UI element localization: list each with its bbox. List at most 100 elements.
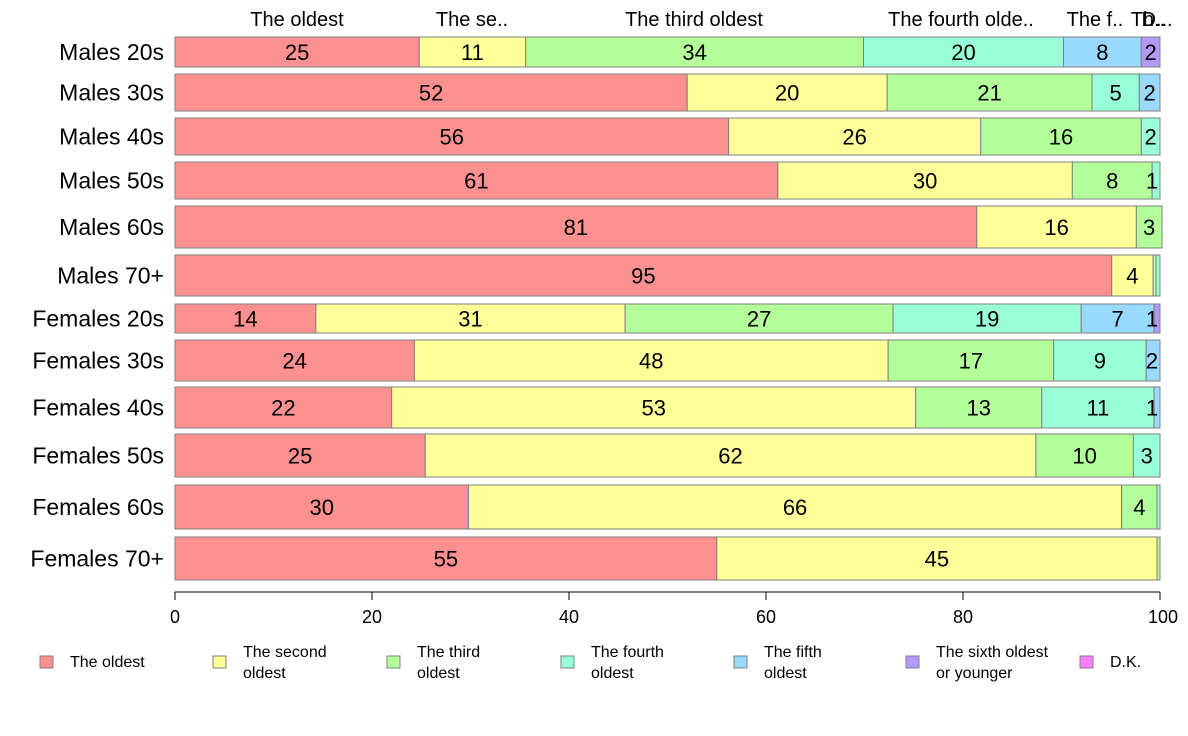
legend-swatch <box>212 655 227 669</box>
data-label: 11 <box>461 40 484 65</box>
series-header-label: Th.. <box>1131 9 1165 31</box>
data-label: 10 <box>1072 444 1096 469</box>
legend-swatch <box>39 655 54 669</box>
bar-segment <box>1138 73 1161 112</box>
bar-segment <box>424 433 1037 478</box>
series-header-label: The third oldest <box>625 9 763 31</box>
data-label: 3 <box>1143 215 1155 240</box>
data-label: 24 <box>282 349 306 374</box>
data-label: 1 <box>1146 307 1158 332</box>
data-label: 4 <box>1126 264 1138 289</box>
x-tick-label: 0 <box>170 607 180 627</box>
data-label: 7 <box>1112 307 1124 332</box>
legend-label: oldest <box>591 665 634 682</box>
bar-segment <box>1151 161 1161 200</box>
legend-swatch <box>733 655 748 669</box>
data-label: 16 <box>1049 125 1073 150</box>
bar-segment <box>980 117 1142 156</box>
bar-segment <box>1121 484 1158 530</box>
data-label: 16 <box>1044 215 1068 240</box>
bar-segment <box>1145 339 1161 382</box>
bar-segment <box>1153 303 1161 334</box>
category-labels: Males 20s Males 30s Males 40s Males 50s Male… <box>30 39 164 572</box>
legend-label: D.K. <box>1110 654 1141 671</box>
data-label: 30 <box>310 495 334 520</box>
data-label: 31 <box>458 307 482 332</box>
data-label: 81 <box>564 215 588 240</box>
bar-segment <box>887 339 1055 382</box>
category-label: Males 60s <box>59 214 164 240</box>
data-label: 2 <box>1145 125 1157 150</box>
data-label: 22 <box>271 396 295 421</box>
legend-label: The oldest <box>70 654 145 671</box>
legend-label: The third <box>417 644 480 661</box>
data-label: 95 <box>631 264 655 289</box>
bar-segment <box>174 484 470 530</box>
category-label: Males 30s <box>59 80 164 106</box>
bar-segment <box>174 536 718 581</box>
bar-segment <box>174 433 426 478</box>
legend-label: or younger <box>936 665 1013 682</box>
data-label: 17 <box>959 349 983 374</box>
category-label: Females 20s <box>32 306 164 332</box>
bar-segment <box>1140 117 1161 156</box>
category-label: Females 30s <box>32 348 164 374</box>
legend-label: The fifth <box>764 644 822 661</box>
data-label: 52 <box>419 81 443 106</box>
data-label: 11 <box>1087 396 1110 421</box>
data-label: 5 <box>1110 81 1122 106</box>
data-label: 48 <box>639 349 663 374</box>
legend-label: oldest <box>417 665 460 682</box>
series-header-label: D... <box>1141 9 1172 31</box>
bar-segment <box>777 161 1073 200</box>
data-label: 25 <box>285 40 309 65</box>
bar-segment <box>716 536 1158 581</box>
legend-label: The second <box>243 644 327 661</box>
data-label: 1 <box>1146 169 1158 194</box>
series-header-label: The fourth olde.. <box>888 9 1034 31</box>
bar-segment <box>413 339 889 382</box>
bar-segment <box>468 484 1123 530</box>
legend-label: The sixth oldest <box>936 644 1049 661</box>
x-tick-label: 40 <box>559 607 579 627</box>
data-label: 66 <box>783 495 807 520</box>
bar-segment <box>1135 205 1163 249</box>
bar-segment <box>1153 386 1161 429</box>
bar-segment <box>1071 161 1153 200</box>
data-label: 2 <box>1146 349 1158 374</box>
legend-swatch <box>560 655 575 669</box>
data-label: 56 <box>440 125 464 150</box>
bar-segment <box>174 161 779 200</box>
bar-segment <box>1041 386 1155 429</box>
bar-segment <box>1155 254 1161 297</box>
x-tick-label: 60 <box>756 607 776 627</box>
bar-segment <box>174 73 688 112</box>
data-label: 14 <box>233 307 257 332</box>
data-label: 13 <box>967 396 991 421</box>
data-label: 9 <box>1094 349 1106 374</box>
bar-segment <box>686 73 888 112</box>
data-label: 53 <box>641 396 665 421</box>
series-header-label: The se.. <box>436 9 508 31</box>
legend-swatch <box>1079 655 1094 669</box>
category-label: Females 60s <box>32 494 164 520</box>
legend: The oldest The second oldest The third oldes… <box>39 644 1141 682</box>
data-label: 26 <box>842 125 866 150</box>
x-tick-label: 100 <box>1148 607 1178 627</box>
bar-segment <box>174 254 1113 297</box>
data-label: 55 <box>434 547 458 572</box>
legend-swatch <box>386 655 401 669</box>
data-label: 30 <box>913 169 937 194</box>
bars-area: 25 11 34 20 8 252 20 21 5 256 26 16 261 30 8 181 16 395 41… <box>174 36 1163 581</box>
legend-label: oldest <box>764 665 807 682</box>
bar-segment <box>1140 36 1161 68</box>
bar-segment <box>1062 36 1142 68</box>
bar-segment <box>174 339 415 382</box>
bar-segment <box>892 303 1082 334</box>
bar-segment <box>174 303 317 334</box>
series-header-label: The f.. <box>1067 9 1124 31</box>
data-label: 8 <box>1106 169 1118 194</box>
bar-segment <box>886 73 1093 112</box>
data-label: 2 <box>1145 40 1157 65</box>
